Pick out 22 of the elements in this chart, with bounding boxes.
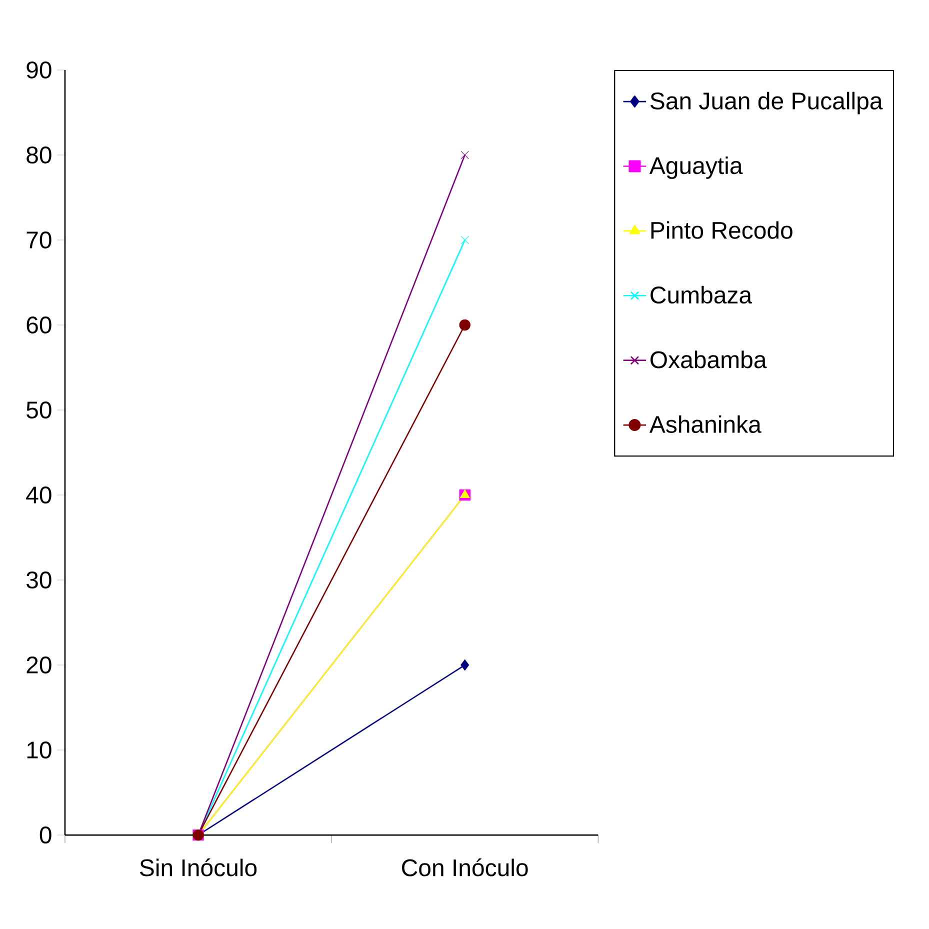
point <box>460 150 469 160</box>
point <box>460 236 469 244</box>
y-tick-label: 10 <box>27 742 52 759</box>
y-tick-label: 50 <box>26 401 52 418</box>
x-tick-label: Sin Inóculo <box>140 858 257 876</box>
y-tick-label: 30 <box>26 572 52 589</box>
legend-label: San Juan de Pucallpa <box>650 92 883 114</box>
y-tick-label: 80 <box>26 146 52 164</box>
legend-label: Cumbaza <box>650 286 752 304</box>
legend-label: Ashaninka <box>649 415 762 433</box>
y-tick-label: 70 <box>26 231 52 248</box>
y-tick-label: 90 <box>26 61 52 78</box>
legend-label: Oxabamba <box>650 350 767 368</box>
legend-label: Aguaytia <box>649 156 743 179</box>
y-tick-label: 40 <box>26 486 52 504</box>
x-tick-label: Con Inóculo <box>402 858 528 876</box>
point <box>459 319 470 331</box>
point <box>460 659 470 671</box>
y-tick-label: 0 <box>40 826 52 844</box>
legend-label: Pinto Recodo <box>651 221 792 239</box>
y-tick-label: 20 <box>26 656 52 674</box>
y-tick-label: 60 <box>26 316 52 334</box>
